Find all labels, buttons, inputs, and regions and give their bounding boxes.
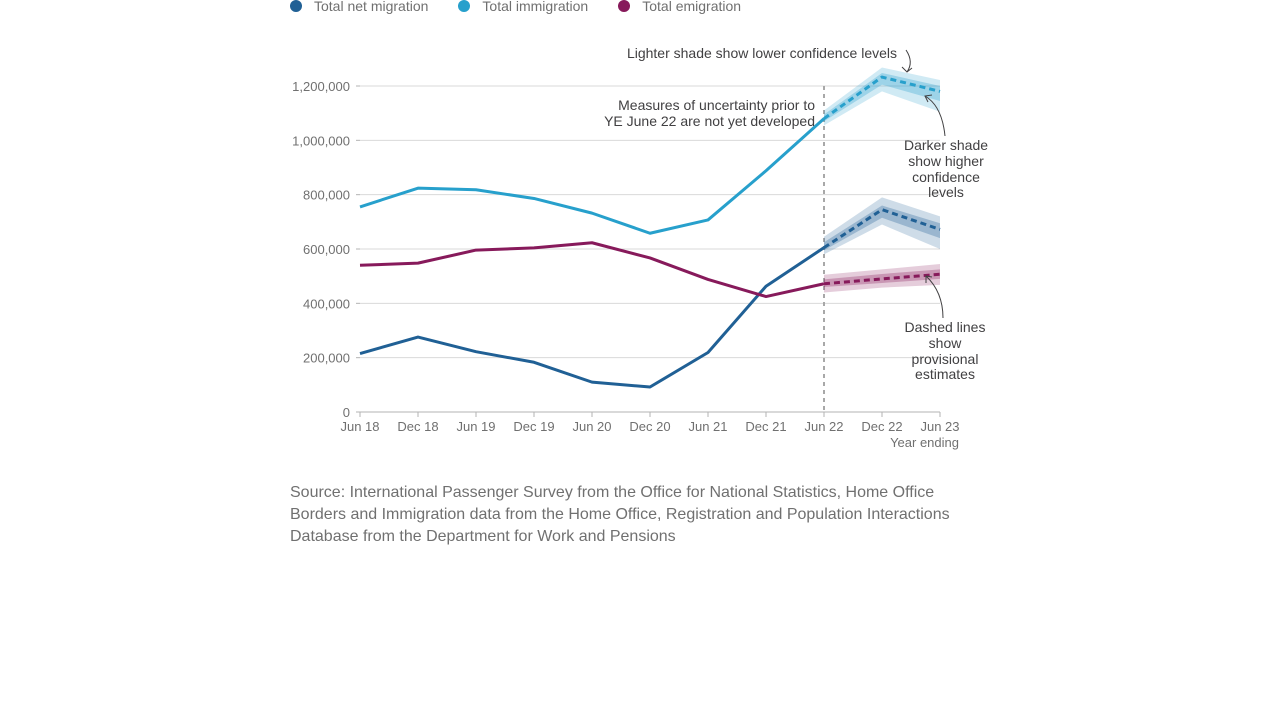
arrow-darker-shade [924, 95, 946, 137]
annotation-uncertainty-line-2: YE June 22 are not yet developed [604, 113, 815, 129]
data-point-total-immigration [765, 169, 768, 172]
legend-item-net-migration: Total net migration [290, 0, 428, 14]
x-tick-label: Dec 18 [397, 419, 438, 434]
data-point-total-immigration [707, 218, 710, 221]
annotation-dashed-line-3: provisional [912, 351, 979, 367]
x-tick-label: Jun 23 [920, 419, 959, 434]
annotation-darker-line-2: show higher [908, 153, 984, 169]
legend-swatch-net-migration [290, 0, 302, 12]
series-provisional-total-immigration [823, 75, 941, 120]
annotation-darker-line-1: Darker shade [904, 137, 988, 153]
data-point-total-net-migration [649, 386, 652, 389]
data-point-total-emigration [533, 246, 536, 249]
x-axis-label: Year ending [890, 435, 959, 450]
series-line-total-net-migration [359, 246, 825, 389]
y-tick-label: 800,000 [303, 188, 350, 203]
data-point-total-net-migration [359, 352, 362, 355]
data-point-total-emigration [359, 264, 362, 267]
arrow-dashed-lines [925, 275, 944, 319]
annotation-lighter-shade: Lighter shade show lower confidence leve… [627, 45, 897, 61]
series-line-total-emigration [359, 241, 825, 299]
data-point-total-immigration [881, 76, 884, 79]
data-point-total-net-migration [765, 285, 768, 288]
arrow-lighter-shade [905, 49, 911, 73]
data-point-total-immigration [649, 232, 652, 235]
ci-band-dark-total-net-migration [824, 205, 940, 251]
y-tick-label: 600,000 [303, 242, 350, 257]
data-point-total-net-migration [823, 246, 826, 249]
data-point-total-net-migration [475, 350, 478, 353]
legend-label-net-migration: Total net migration [314, 0, 429, 14]
y-tick-label: 1,200,000 [292, 79, 350, 94]
data-point-total-net-migration [707, 351, 710, 354]
data-point-total-net-migration [417, 336, 420, 339]
x-tick-label: Dec 22 [861, 419, 902, 434]
annotation-darker-line-4: levels [928, 184, 964, 200]
annotation-dashed-line-2: show [929, 335, 963, 351]
legend-item-emigration: Total emigration [618, 0, 741, 14]
legend-label-immigration: Total immigration [482, 0, 589, 14]
ci-band-light-total-emigration [824, 263, 940, 293]
data-point-total-emigration [881, 277, 884, 280]
arrow-dashed-lines-head [925, 275, 933, 283]
ci-band-light-total-immigration [824, 67, 940, 126]
data-point-total-emigration [475, 249, 478, 252]
data-point-total-emigration [939, 273, 942, 276]
data-point-total-emigration [823, 282, 826, 285]
ci-band-dark-total-emigration [824, 269, 940, 288]
x-tick-label: Jun 20 [572, 419, 611, 434]
data-point-total-emigration [707, 278, 710, 281]
data-point-total-immigration [939, 90, 942, 93]
data-point-total-emigration [591, 241, 594, 244]
x-tick-label: Jun 21 [688, 419, 727, 434]
data-point-total-immigration [475, 188, 478, 191]
annotation-uncertainty-line-1: Measures of uncertainty prior to [618, 97, 815, 113]
x-tick-label: Jun 22 [804, 419, 843, 434]
arrow-darker-shade-head [924, 94, 933, 103]
data-point-total-emigration [417, 262, 420, 265]
annotation-dashed-line-4: estimates [915, 366, 975, 382]
data-point-total-immigration [417, 187, 420, 190]
x-tick-label: Dec 19 [513, 419, 554, 434]
data-point-total-net-migration [939, 228, 942, 231]
data-point-total-immigration [591, 212, 594, 215]
annotation-darker-line-3: confidence [912, 169, 980, 185]
y-tick-label: 0 [343, 405, 350, 420]
data-point-total-emigration [765, 295, 768, 298]
legend: Total net migration Total immigration To… [290, 0, 771, 14]
ci-band-light-total-net-migration [824, 197, 940, 255]
series-line-total-immigration [359, 117, 826, 235]
data-point-total-net-migration [881, 208, 884, 211]
legend-swatch-immigration [458, 0, 471, 12]
source-note: Source: International Passenger Survey f… [290, 484, 950, 545]
line-chart: 0 200,000 400,000 600,000 800,000 1,000,000 1,… [292, 45, 988, 450]
x-tick-label: Jun 18 [340, 419, 379, 434]
data-point-total-immigration [533, 197, 536, 200]
x-tick-label: Dec 20 [629, 419, 670, 434]
data-point-total-emigration [649, 256, 652, 259]
x-tick-label: Jun 19 [456, 419, 495, 434]
annotation-dashed-line-1: Dashed lines [905, 319, 986, 335]
y-tick-label: 200,000 [303, 351, 350, 366]
legend-item-immigration: Total immigration [458, 0, 588, 14]
y-tick-label: 400,000 [303, 296, 350, 311]
legend-swatch-emigration [618, 0, 631, 12]
arrow-lighter-shade-head [901, 66, 913, 73]
data-point-total-net-migration [591, 381, 594, 384]
y-tick-label: 1,000,000 [292, 133, 350, 148]
legend-label-emigration: Total emigration [642, 0, 742, 14]
x-tick-label: Dec 21 [745, 419, 786, 434]
data-point-total-immigration [823, 117, 826, 120]
data-point-total-immigration [359, 205, 362, 208]
series-provisional-total-net-migration [823, 208, 941, 249]
data-point-total-net-migration [533, 361, 536, 364]
